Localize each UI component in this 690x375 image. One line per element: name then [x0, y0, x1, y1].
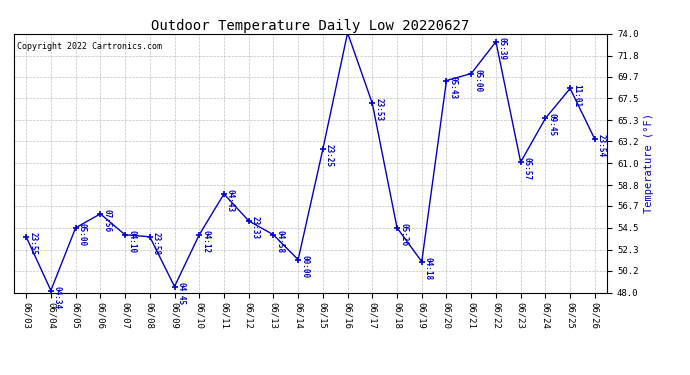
Text: 23:53: 23:53	[374, 99, 383, 122]
Text: 05:39: 05:39	[498, 37, 507, 60]
Text: 23:55: 23:55	[28, 232, 37, 255]
Text: 04:10: 04:10	[127, 230, 136, 253]
Text: 04:58: 04:58	[275, 230, 284, 253]
Text: 23:58: 23:58	[152, 232, 161, 255]
Text: 11:01: 11:01	[572, 84, 581, 106]
Text: 04:12: 04:12	[201, 230, 210, 253]
Text: 04:43: 04:43	[226, 189, 235, 212]
Text: 09:45: 09:45	[547, 113, 556, 136]
Text: 23:33: 23:33	[250, 216, 259, 239]
Text: 23:54: 23:54	[597, 134, 606, 158]
Text: 05:57: 05:57	[522, 157, 531, 180]
Text: 04:45: 04:45	[177, 282, 186, 304]
Text: 00:00: 00:00	[300, 255, 309, 278]
Text: 06:00: 06:00	[0, 374, 1, 375]
Text: 05:00: 05:00	[77, 223, 86, 246]
Text: 23:25: 23:25	[325, 144, 334, 167]
Text: 05:43: 05:43	[448, 75, 457, 99]
Text: 04:34: 04:34	[53, 285, 62, 309]
Text: 04:18: 04:18	[424, 256, 433, 280]
Text: Copyright 2022 Cartronics.com: Copyright 2022 Cartronics.com	[17, 42, 161, 51]
Text: 05:26: 05:26	[399, 223, 408, 246]
Y-axis label: Temperature (°F): Temperature (°F)	[644, 113, 654, 213]
Title: Outdoor Temperature Daily Low 20220627: Outdoor Temperature Daily Low 20220627	[151, 19, 470, 33]
Text: 07:56: 07:56	[102, 209, 111, 232]
Text: 05:00: 05:00	[473, 69, 482, 92]
